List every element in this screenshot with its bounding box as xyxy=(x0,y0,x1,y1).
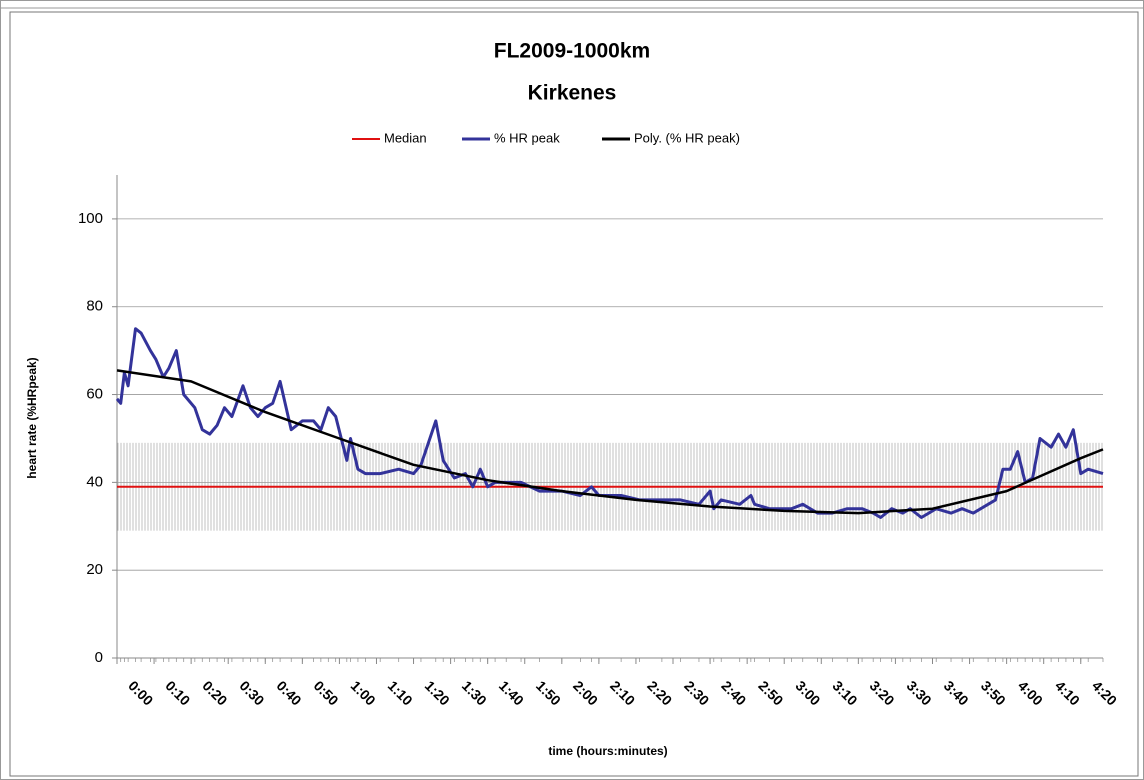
x-axis-title: time (hours:minutes) xyxy=(548,744,667,758)
legend-label: Poly. (% HR peak) xyxy=(634,130,740,145)
legend-label: % HR peak xyxy=(494,130,560,145)
chart-title: FL2009-1000km xyxy=(494,40,650,63)
y-tick-label: 0 xyxy=(95,649,103,666)
series-line xyxy=(116,369,1104,515)
y-tick-label: 80 xyxy=(86,298,103,315)
y-tick-label: 40 xyxy=(86,473,103,490)
legend-label: Median xyxy=(384,130,427,145)
y-tick-label: 20 xyxy=(86,561,103,578)
y-tick-label: 100 xyxy=(78,210,103,227)
y-axis-title: heart rate (%HRpeak) xyxy=(25,357,39,478)
chart-border xyxy=(9,11,1139,777)
y-tick-label: 60 xyxy=(86,386,103,403)
chart-subtitle: Kirkenes xyxy=(528,82,617,105)
